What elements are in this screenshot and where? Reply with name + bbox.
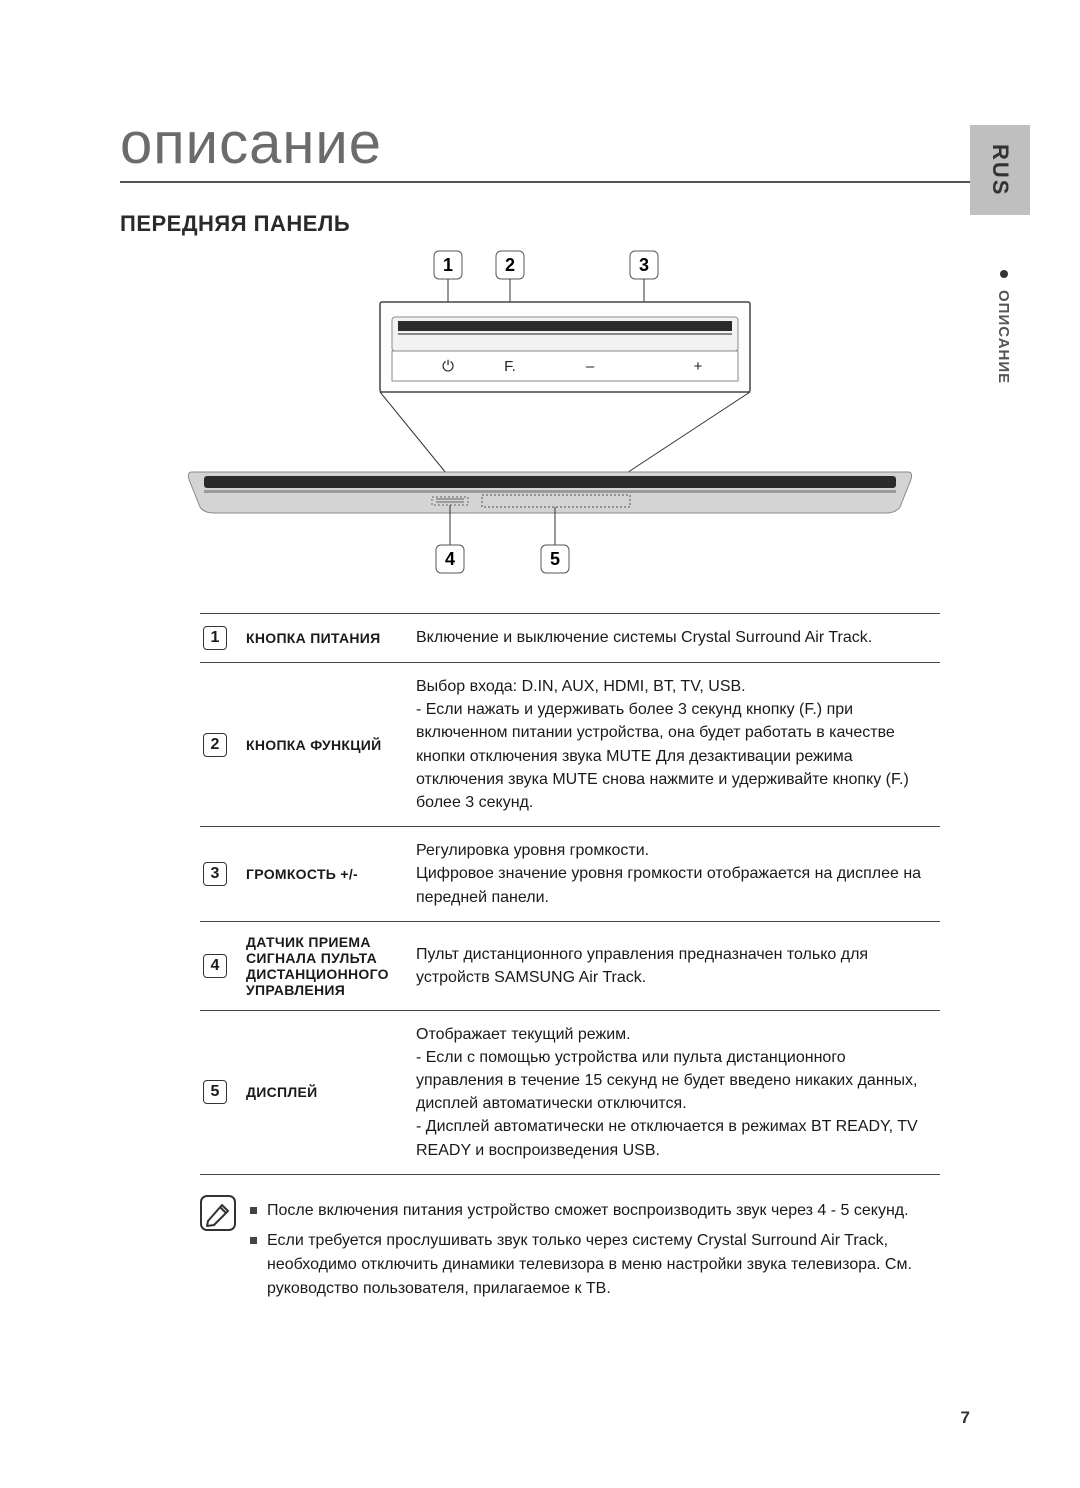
row-name-cell: ДИСПЛЕЙ xyxy=(236,1010,406,1174)
table-row: 3 ГРОМКОСТЬ +/-Регулировка уровня громкос… xyxy=(200,827,940,922)
note-text: Если требуется прослушивать звук только … xyxy=(267,1229,940,1301)
soundbar-illustration xyxy=(188,472,911,513)
table-row: 2 КНОПКА ФУНКЦИЙВыбор входа: D.IN, AUX, H… xyxy=(200,663,940,827)
callout-2: 2 xyxy=(505,255,515,275)
note-icon xyxy=(200,1195,236,1231)
note-item: После включения питания устройство сможе… xyxy=(250,1199,940,1223)
row-number-box: 5 xyxy=(203,1080,227,1104)
row-description-cell: Выбор входа: D.IN, AUX, HDMI, BT, TV, US… xyxy=(406,663,940,827)
table-row: 5 ДИСПЛЕЙОтображает текущий режим.- Если … xyxy=(200,1010,940,1174)
side-section-label: ОПИСАНИЕ xyxy=(995,290,1012,384)
row-description-cell: Пульт дистанционного управления предназн… xyxy=(406,921,940,1010)
row-number-cell: 1 xyxy=(200,614,236,663)
description-table-wrap: 1 КНОПКА ПИТАНИЯВключение и выключение си… xyxy=(200,613,980,1175)
language-tab-label: RUS xyxy=(987,144,1013,196)
row-number-box: 4 xyxy=(203,954,227,978)
panel-plus-label: + xyxy=(694,358,703,375)
language-tab: RUS xyxy=(970,125,1030,215)
table-row: 4 ДАТЧИК ПРИЕМА СИГНАЛА ПУЛЬТА ДИСТАНЦИОН… xyxy=(200,921,940,1010)
row-number-cell: 2 xyxy=(200,663,236,827)
panel-minus-label: – xyxy=(586,358,595,375)
row-number-cell: 5 xyxy=(200,1010,236,1174)
panel-power-icon: ⏻ xyxy=(442,358,454,375)
front-panel-diagram: 1 2 3 ⏻ F. – xyxy=(180,247,920,577)
section-subtitle: ПЕРЕДНЯЯ ПАНЕЛЬ xyxy=(120,211,980,237)
bullet-square-icon xyxy=(250,1207,257,1214)
row-number-cell: 3 xyxy=(200,827,236,922)
callout-5: 5 xyxy=(550,549,560,569)
row-name-cell: ДАТЧИК ПРИЕМА СИГНАЛА ПУЛЬТА ДИСТАНЦИОНН… xyxy=(236,921,406,1010)
row-number-box: 3 xyxy=(203,862,227,886)
panel-function-label: F. xyxy=(504,358,516,375)
row-description-cell: Включение и выключение системы Crystal S… xyxy=(406,614,940,663)
row-description-cell: Отображает текущий режим.- Если с помощь… xyxy=(406,1010,940,1174)
table-row: 1 КНОПКА ПИТАНИЯВключение и выключение си… xyxy=(200,614,940,663)
row-description-cell: Регулировка уровня громкости.Цифровое зн… xyxy=(406,827,940,922)
callout-3: 3 xyxy=(639,255,649,275)
callout-1: 1 xyxy=(443,255,453,275)
notes-block: После включения питания устройство сможе… xyxy=(200,1199,940,1301)
diagram-svg: 1 2 3 ⏻ F. – xyxy=(180,247,920,577)
row-number-cell: 4 xyxy=(200,921,236,1010)
side-section-bullet xyxy=(1000,270,1008,278)
bullet-square-icon xyxy=(250,1237,257,1244)
page-title: описание xyxy=(120,110,980,183)
row-number-box: 2 xyxy=(203,733,227,757)
page-number: 7 xyxy=(961,1408,970,1428)
callout-4: 4 xyxy=(445,549,455,569)
note-text: После включения питания устройство сможе… xyxy=(267,1199,909,1223)
row-name-cell: КНОПКА ФУНКЦИЙ xyxy=(236,663,406,827)
row-name-cell: КНОПКА ПИТАНИЯ xyxy=(236,614,406,663)
description-table: 1 КНОПКА ПИТАНИЯВключение и выключение си… xyxy=(200,613,940,1175)
row-name-cell: ГРОМКОСТЬ +/- xyxy=(236,827,406,922)
row-number-box: 1 xyxy=(203,626,227,650)
note-item: Если требуется прослушивать звук только … xyxy=(250,1229,940,1301)
